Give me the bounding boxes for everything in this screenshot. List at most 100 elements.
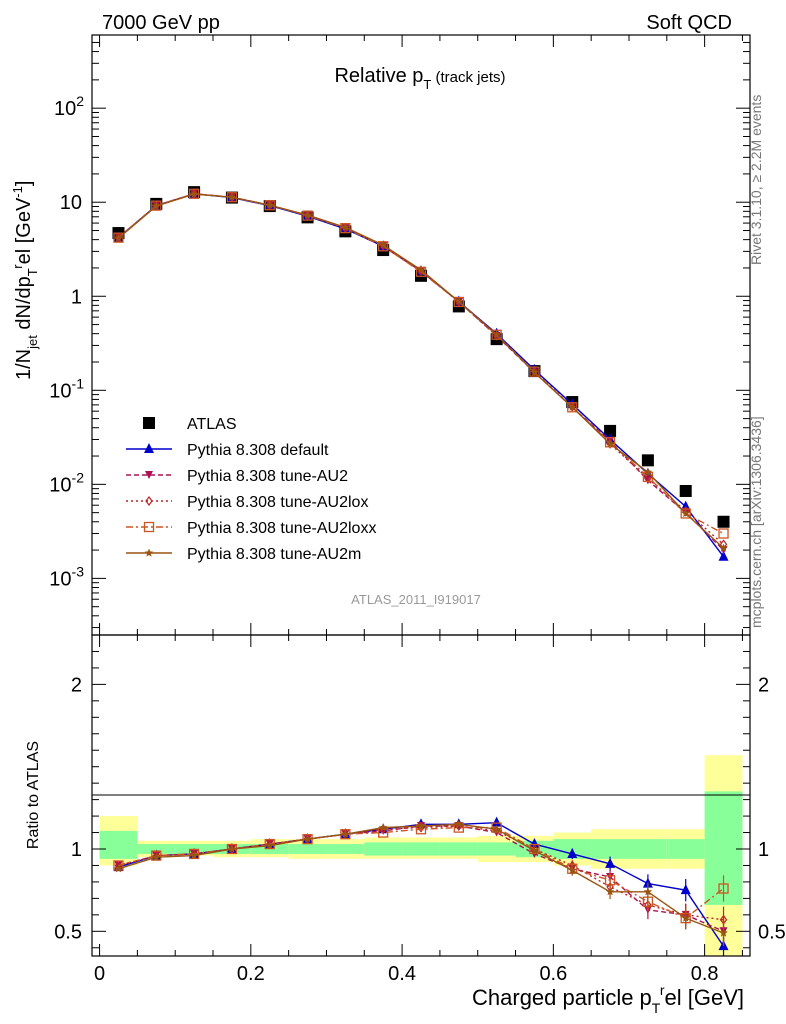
ratio-point [719,928,728,937]
legend-marker [145,471,153,479]
ratio-point [680,884,691,895]
ratio-point [568,865,577,874]
uncertainty-band-green [591,839,629,859]
ratio-point [151,850,162,861]
ratio-y-axis: 0.5 0.5 1 1 2 2 [54,650,786,949]
data-point [341,222,350,231]
ratio-point [529,843,540,855]
main-y-axis-label: 1/Njet dN/dpTrel [GeV-1] [10,181,40,380]
main-frame [91,34,751,636]
data-point [718,528,729,539]
ratio-point [605,857,616,868]
ratio-y-tick-label: 1 [71,839,82,861]
main-y-axis: 10-3 10-2 10-1 1 10 102 [49,34,750,629]
data-point [189,189,199,198]
data-point [303,210,312,219]
uncertainty-band-green [477,842,516,856]
chart-title: Relative pT (track jets) [334,65,505,92]
ratio-point [341,829,350,838]
rivet-label: Rivet 3.1.10, ≥ 2.2M events [748,95,764,265]
ratio-point [529,838,540,849]
data-point [718,550,729,561]
data-point [151,200,162,211]
series-5 [114,189,728,552]
legend-label: ATLAS [187,416,237,433]
series-line [118,193,724,545]
data-point [568,402,577,411]
data-point [530,367,539,376]
uncertainty-band-green [99,830,138,859]
series-4 [113,188,729,539]
data-point [681,509,690,518]
data-point [604,424,617,437]
ratio-point [188,848,200,860]
ratio-series-4 [114,819,728,947]
main-series [112,186,730,561]
ratio-point [265,841,274,850]
uncertainty-band-green [402,842,440,856]
ratio-y-tick-label: 1 [758,839,769,861]
main-frame-border [91,34,751,636]
data-point [454,297,464,306]
ratio-y-tick-label: 0.5 [758,921,786,943]
y-tick-label: 10-1 [49,375,84,402]
ratio-point [492,824,501,833]
ratio-point [681,913,690,922]
data-point [188,188,200,199]
ratio-panel: 0.5 0.51 12 2 0 0.2 0.4 0.6 0.8 Ratio to ATLAS … [25,35,786,1016]
ratio-point [152,852,161,861]
uncertainty-band-green [364,842,403,856]
y-tick-label: 10-3 [49,563,84,590]
ratio-point [491,822,502,833]
legend-marker [145,496,153,506]
ratio-y-tick-label: 0.5 [54,921,82,943]
ratio-point [264,838,275,850]
data-point [265,200,274,209]
x-tick-label: 0.6 [539,963,567,985]
watermark: ATLAS_2011_I919017 [351,592,481,607]
data-point [227,192,237,201]
y-tick-label: 1 [71,286,82,308]
uncertainty-band-green [288,844,327,854]
ratio-point [114,864,123,873]
data-point [680,508,691,519]
ratio-point [303,834,312,843]
ratio-line [118,826,724,919]
legend-marker [143,417,155,429]
data-point [605,439,615,448]
data-point [679,484,692,497]
ratio-point [605,887,615,896]
main-panel: 10-3 10-2 10-1 1 10 102 Relative pT (track je… [10,34,751,636]
ratio-series [113,816,729,956]
ratio-point [530,846,539,855]
legend-label: Pythia 8.308 tune-AU2m [187,546,361,563]
ratio-point [189,851,199,860]
data-point [378,240,388,249]
legend: ATLAS Pythia 8.308 default Pythia 8.308 tu… [126,416,376,563]
data-point [152,201,161,210]
x-axis-label: Charged particle pTrel [GeV] [472,982,744,1016]
ratio-point [454,819,464,828]
x-tick-label: 0.2 [237,963,265,985]
y-tick-label: 10-2 [49,469,84,496]
mcplots-label: mcplots.cern.ch [arXiv:1306.3436] [748,416,764,628]
data-point [492,330,501,339]
x-tick-label: 0.4 [388,963,416,985]
ratio-frame-border [91,634,751,957]
ratio-point [642,877,653,888]
uncertainty-band-green [326,844,365,854]
legend-marker [144,443,154,453]
data-point [113,232,124,243]
data-point [114,233,123,242]
legend-marker [144,548,154,557]
x-axis: 0 0.2 0.4 0.6 0.8 [94,35,743,985]
data-point [641,454,654,467]
uncertainty-band-green [439,842,478,856]
data-point [717,515,730,528]
legend-label: Pythia 8.308 tune-AU2lox [187,494,368,511]
data-point [643,467,653,476]
header-right: Soft QCD [646,12,732,34]
uncertainty-band-green [137,844,176,854]
data-point [264,200,275,211]
